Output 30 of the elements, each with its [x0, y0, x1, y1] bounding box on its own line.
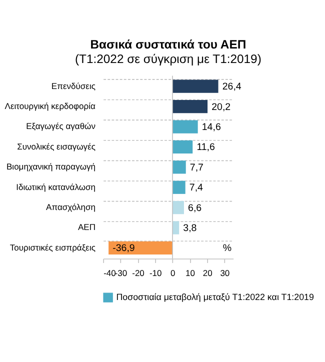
data-label: 7,4 — [189, 182, 204, 194]
y-tick-label: Εξαγωγές αγαθών — [26, 121, 96, 132]
y-tick-label: Βιομηχανική παραγωγή — [6, 162, 96, 172]
chart-title: Βασικά συστατικά του ΑΕΠ — [90, 38, 246, 52]
y-tick-label: Λειτουργική κερδοφορία — [4, 100, 96, 111]
x-tick-label: -40 — [104, 268, 116, 278]
data-label: -36,9 — [112, 243, 135, 254]
chart-subtitle: (Τ1:2022 σε σύγκριση με Τ1:2019) — [75, 52, 262, 66]
data-label: 3,8 — [183, 223, 197, 234]
y-tick-label: Απασχόληση — [46, 202, 96, 212]
annotation: % — [222, 243, 232, 254]
y-tick-label: Συνολικές εισαγωγές — [17, 141, 96, 152]
data-label: 6,6 — [188, 202, 202, 214]
y-tick-label: Τουριστικές εισπράξεις — [10, 242, 96, 252]
x-tick-label: 0 — [170, 268, 176, 278]
data-label: 7,7 — [190, 162, 204, 174]
x-tick-label: -10 — [149, 268, 162, 278]
data-label: 11,6 — [196, 142, 215, 154]
x-tick-label: 10 — [186, 268, 196, 278]
x-tick-label: 20 — [202, 268, 213, 278]
y-tick-label: ΑΕΠ — [78, 222, 96, 232]
x-tick-label: -20 — [132, 268, 145, 278]
y-tick-label: Ιδιωτική κατανάλωση — [16, 182, 96, 192]
x-tick-label: 30 — [220, 268, 230, 278]
legend-label: Ποσοστιαία μεταβολή μεταξύ Τ1:2022 και Τ1:2019 — [116, 292, 314, 302]
x-tick-label: -30 — [114, 268, 128, 278]
data-label: 14,6 — [202, 122, 221, 134]
y-tick-label: Επενδύσεις — [51, 80, 96, 91]
data-label: 20,2 — [212, 102, 231, 113]
data-label: 26,4 — [222, 82, 242, 93]
